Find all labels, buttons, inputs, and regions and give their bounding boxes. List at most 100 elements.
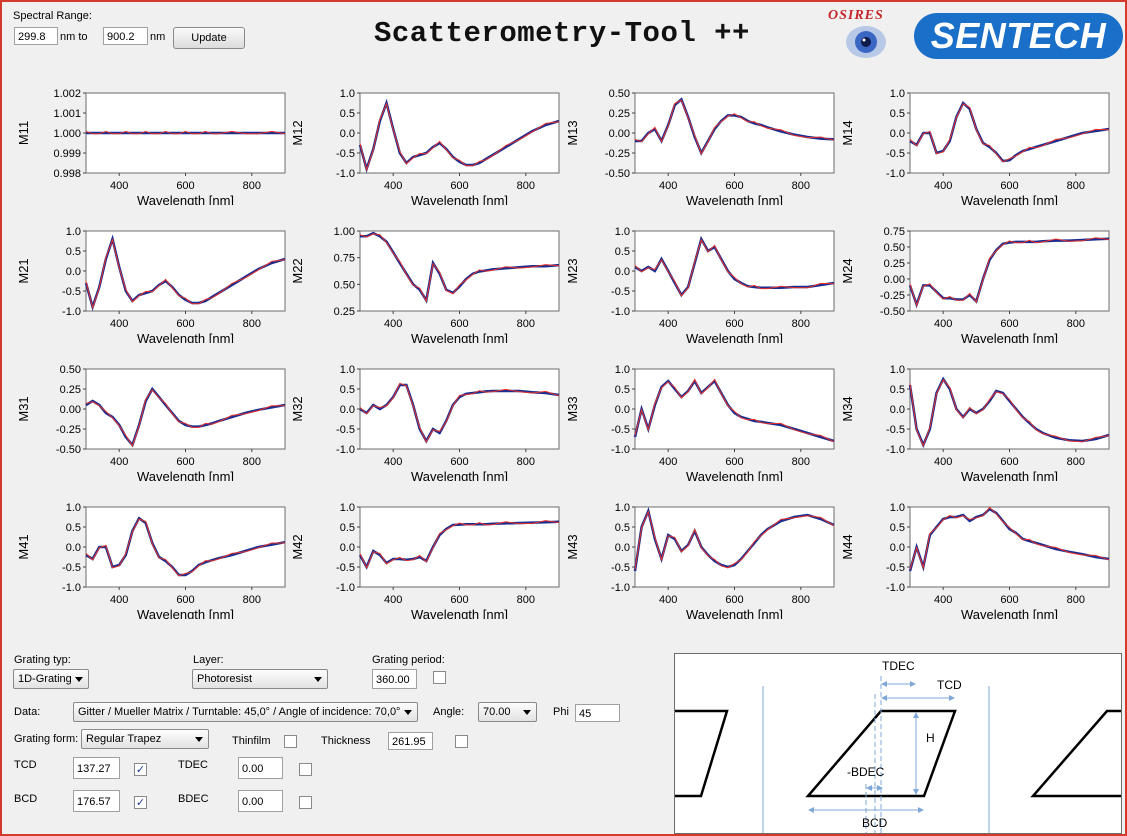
update-button[interactable]: Update [173, 27, 245, 49]
grating-typ-value: 1D-Grating [18, 673, 72, 685]
y-tick-label: -0.5 [62, 286, 81, 298]
y-tick-label: 1.0 [890, 502, 905, 514]
y-axis-label: M11 [16, 121, 31, 145]
data-label: Data: [14, 706, 41, 718]
bcd-label: BCD [14, 793, 38, 805]
layer-select[interactable]: Photoresist [192, 669, 328, 689]
layer-value: Photoresist [197, 673, 253, 685]
grating-form-select[interactable]: Regular Trapez [81, 729, 209, 749]
app-title: Scatterometry-Tool ++ [374, 17, 750, 50]
x-tick-label: 600 [1000, 180, 1018, 192]
y-tick-label: 0.25 [609, 108, 630, 120]
thinfilm-checkbox[interactable] [284, 735, 297, 748]
x-tick-label: 600 [450, 318, 468, 330]
thickness-checkbox[interactable] [455, 735, 468, 748]
y-tick-label: -0.5 [886, 562, 905, 574]
grating-form-value: Regular Trapez [86, 733, 162, 745]
y-tick-label: 0.0 [340, 404, 355, 416]
tdec-input[interactable]: 0.00 [238, 757, 283, 779]
x-tick-label: 800 [243, 456, 261, 468]
data-select[interactable]: Gitter / Mueller Matrix / Turntable: 45,… [73, 702, 418, 722]
y-tick-label: -0.25 [605, 148, 630, 160]
y-tick-label: 0.5 [615, 246, 630, 258]
y-tick-label: 1.0 [890, 88, 905, 100]
y-tick-label: 0.5 [890, 108, 905, 120]
y-tick-label: -1.0 [336, 444, 355, 456]
y-axis-label: M13 [565, 120, 580, 145]
x-axis-label: Wavelength [nm] [411, 193, 508, 205]
plot-m33: 1.0 0.5 0.0 -0.5 -1.0 400 600 800 Wavelength [nm… [565, 364, 835, 481]
plot-m14: 1.0 0.5 0.0 -0.5 -1.0 400 600 800 Wavelength [nm… [840, 88, 1110, 205]
y-tick-label: 0.999 [53, 148, 81, 160]
x-axis-label: Wavelength [nm] [411, 607, 508, 619]
y-axis-label: M14 [840, 120, 855, 145]
angle-select[interactable]: 70.00 [478, 702, 537, 722]
grating-period-input[interactable]: 360.00 [372, 669, 417, 689]
x-tick-label: 800 [1067, 456, 1085, 468]
y-tick-label: 0.5 [615, 384, 630, 396]
x-tick-label: 600 [176, 318, 194, 330]
tdec-checkbox[interactable] [299, 763, 312, 776]
diagram-tdec-label: TDEC [882, 659, 915, 673]
y-tick-label: 0.0 [890, 404, 905, 416]
bdec-checkbox[interactable] [299, 796, 312, 809]
y-tick-label: -1.0 [336, 582, 355, 594]
thinfilm-label: Thinfilm [232, 735, 271, 747]
fit-series-line [634, 378, 835, 443]
x-tick-label: 400 [110, 318, 128, 330]
x-tick-label: 800 [792, 456, 810, 468]
y-tick-label: -0.5 [336, 562, 355, 574]
tcd-checkbox[interactable]: ✓ [134, 763, 147, 776]
bcd-checkbox[interactable]: ✓ [134, 796, 147, 809]
y-tick-label: -1.0 [886, 444, 905, 456]
x-axis-label: Wavelength [nm] [686, 331, 783, 343]
fit-series-line [909, 103, 1110, 163]
spectral-from-input[interactable]: 299.8 [14, 27, 58, 45]
x-tick-label: 600 [725, 594, 743, 606]
x-tick-label: 400 [934, 180, 952, 192]
diagram-bcd-label: BCD [862, 816, 888, 830]
bdec-input[interactable]: 0.00 [238, 790, 283, 812]
y-tick-label: 1.0 [890, 364, 905, 376]
x-tick-label: 600 [450, 180, 468, 192]
x-tick-label: 800 [243, 318, 261, 330]
x-tick-label: 400 [659, 456, 677, 468]
fit-series-line [634, 238, 835, 297]
fit-series-line [359, 102, 560, 172]
x-axis-label: Wavelength [nm] [961, 193, 1058, 205]
y-tick-label: 1.0 [615, 364, 630, 376]
bcd-input[interactable]: 176.57 [73, 790, 120, 812]
y-tick-label: 1.0 [66, 502, 81, 514]
fit-series-line [85, 238, 286, 310]
x-axis-label: Wavelength [nm] [137, 331, 234, 343]
x-tick-label: 400 [659, 594, 677, 606]
x-axis-label: Wavelength [nm] [686, 469, 783, 481]
y-axis-label: M32 [290, 396, 305, 421]
center-trapezoid [805, 709, 957, 798]
y-axis-label: M21 [16, 258, 31, 283]
grating-typ-select[interactable]: 1D-Grating [13, 669, 89, 689]
grating-typ-label: Grating typ: [14, 654, 71, 666]
thickness-input[interactable]: 261.95 [388, 732, 433, 750]
y-tick-label: 0.00 [884, 274, 905, 286]
y-tick-label: 0.50 [60, 364, 81, 376]
spectral-to-input[interactable]: 900.2 [103, 27, 148, 45]
tcd-input[interactable]: 137.27 [73, 757, 120, 779]
y-tick-label: 1.0 [340, 364, 355, 376]
x-tick-label: 400 [384, 456, 402, 468]
grating-period-checkbox[interactable] [433, 671, 446, 684]
fit-series-line [634, 99, 835, 156]
angle-label: Angle: [433, 706, 465, 718]
y-tick-label: 0.25 [60, 384, 81, 396]
y-tick-label: -0.5 [336, 148, 355, 160]
thickness-label: Thickness [321, 735, 371, 747]
x-tick-label: 800 [517, 594, 535, 606]
y-tick-label: -0.5 [886, 148, 905, 160]
phi-input[interactable]: 45 [575, 704, 620, 722]
tdec-label: TDEC [178, 759, 208, 771]
x-tick-label: 400 [110, 180, 128, 192]
left-trapezoid-edge [675, 709, 729, 798]
fit-series-line [359, 520, 560, 570]
fit-series-line [85, 388, 285, 447]
y-tick-label: -0.50 [605, 168, 630, 180]
